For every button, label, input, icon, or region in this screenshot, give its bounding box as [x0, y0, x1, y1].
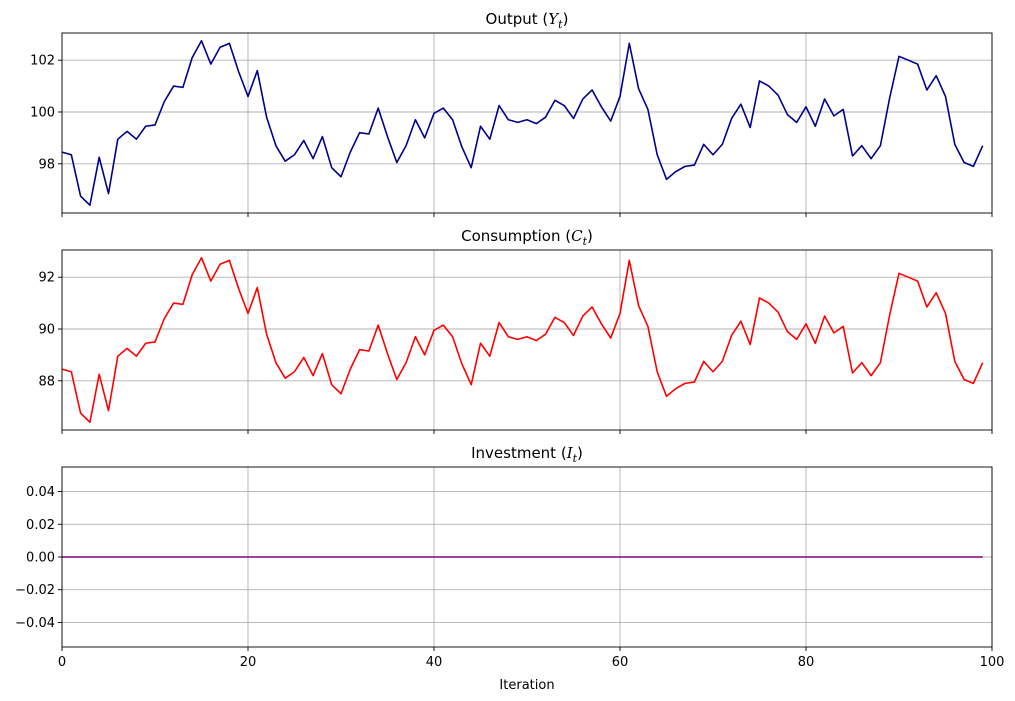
y-tick-label: 0.00	[26, 551, 55, 566]
x-tick-label: 0	[58, 655, 66, 670]
y-tick-label: 0.02	[26, 518, 55, 533]
x-tick-label: 40	[426, 655, 443, 670]
x-tick-label: 20	[240, 655, 257, 670]
y-tick-label: 100	[30, 105, 55, 120]
series-line-output	[61, 39, 984, 207]
y-tick-label: 88	[38, 374, 55, 389]
panel-output: 98 100 102 Output (Yt)	[30, 10, 993, 217]
x-axis-label: Iteration	[499, 678, 554, 693]
x-tick-label: 80	[798, 655, 815, 670]
chart-title: Investment (It)	[471, 444, 583, 465]
panel-investment: −0.04 −0.02 0.00 0.02 0.04 0 20 40 60 80 100 Invest…	[15, 444, 1004, 693]
y-tick-label: −0.02	[15, 583, 55, 598]
y-tick-label: 92	[38, 271, 55, 286]
x-tick-label: 60	[612, 655, 629, 670]
plot-frame	[61, 249, 993, 431]
y-tick-label: −0.04	[15, 616, 55, 631]
x-tick-label: 100	[980, 655, 1005, 670]
y-tick-label: 0.04	[26, 485, 55, 500]
y-tick-label: 90	[38, 322, 55, 337]
y-tick-label: 102	[30, 54, 55, 69]
plot-frame	[61, 32, 993, 214]
series-line-consumption	[61, 256, 984, 424]
chart-title: Consumption (Ct)	[461, 227, 593, 248]
chart-title: Output (Yt)	[486, 10, 569, 31]
panel-consumption: 88 90 92 Consumption (Ct)	[38, 227, 993, 434]
y-tick-label: 98	[38, 157, 55, 172]
